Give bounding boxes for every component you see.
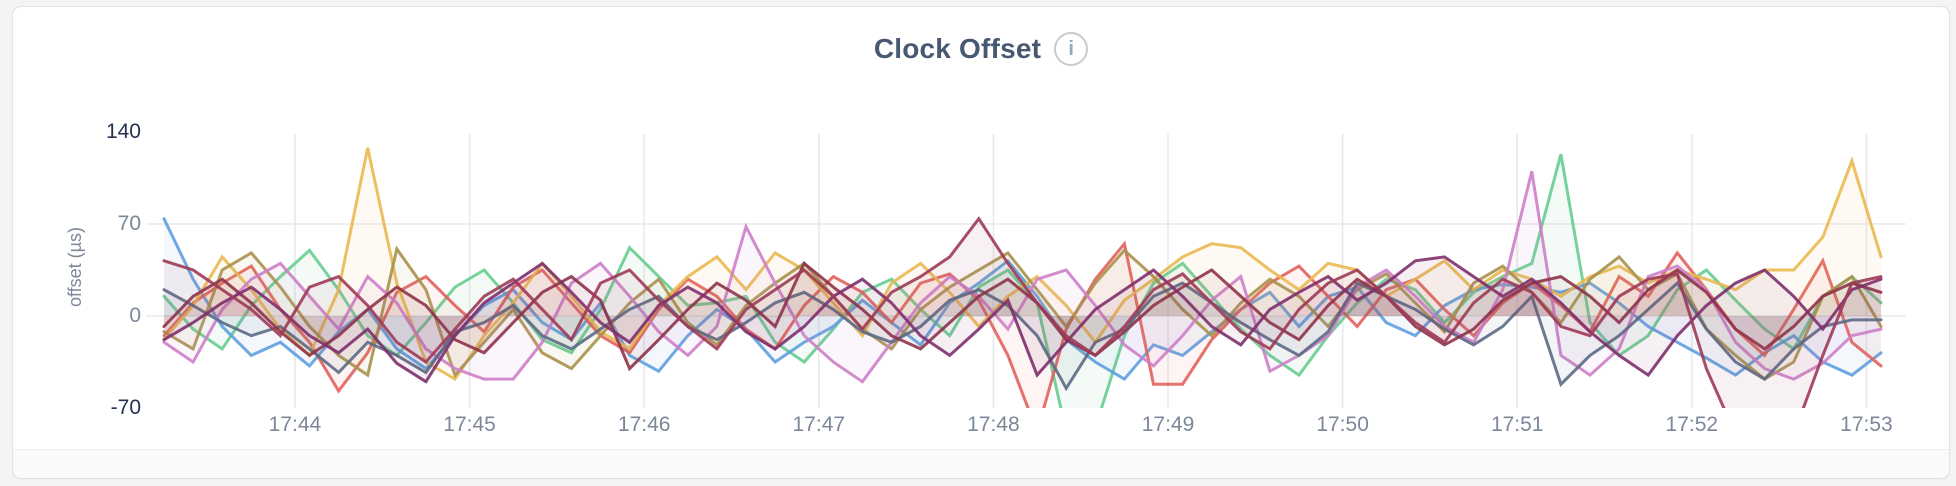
series-area-blue — [164, 218, 1881, 380]
x-tick-label-17:46: 17:46 — [617, 413, 671, 436]
x-tick-label-17:50: 17:50 — [1316, 413, 1369, 436]
series-line-coral — [162, 240, 1883, 408]
clock-offset-card: Clock Offset i 140 70 0 -70 17:44 17:45 17:46… — [12, 6, 1950, 479]
series-area-khaki — [164, 249, 1881, 380]
y-tick-label-70: 70 — [117, 212, 141, 235]
series-line-maroon — [162, 216, 1883, 408]
x-tick-label-17:53: 17:53 — [1840, 413, 1893, 436]
series-line-slate — [162, 280, 1883, 392]
series-group — [162, 147, 1883, 408]
x-tick-label-17:51: 17:51 — [1490, 413, 1544, 436]
chart-title: Clock Offset — [873, 33, 1042, 64]
y-tick-label-140: 140 — [105, 120, 141, 143]
clock-offset-chart — [146, 134, 1906, 408]
series-line-khaki — [162, 245, 1883, 381]
y-axis-label: offset (µs) — [65, 226, 85, 308]
x-tick-label-17:44: 17:44 — [268, 413, 322, 436]
y-tick-label-0: 0 — [129, 304, 141, 327]
x-tick-label-17:48: 17:48 — [967, 413, 1020, 436]
x-tick-label-17:47: 17:47 — [792, 413, 846, 436]
y-tick-label--70: -70 — [110, 396, 141, 419]
x-tick-label-17:45: 17:45 — [443, 413, 496, 436]
x-tick-label-17:52: 17:52 — [1665, 413, 1719, 436]
series-area-maroon — [164, 218, 1881, 408]
series-area-wine — [164, 263, 1881, 369]
series-line-orchid — [162, 171, 1883, 384]
info-icon[interactable]: i — [1054, 32, 1089, 66]
x-tick-label-17:49: 17:49 — [1141, 413, 1195, 436]
chart-header: Clock Offset i — [13, 29, 1949, 69]
series-area-plum — [164, 256, 1881, 382]
series-area-coral — [164, 243, 1881, 408]
chart-footer-band — [13, 449, 1949, 478]
series-line-plum — [162, 255, 1883, 384]
